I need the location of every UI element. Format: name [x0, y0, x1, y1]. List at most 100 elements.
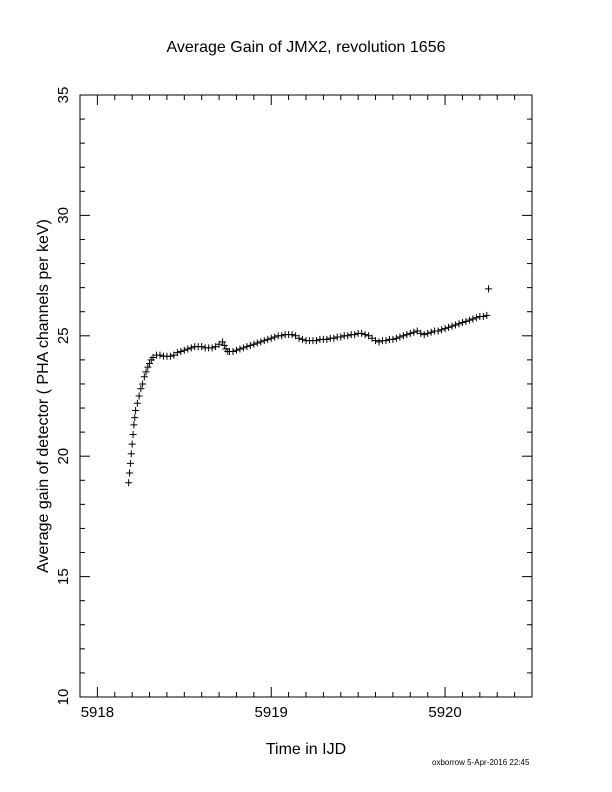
data-point	[198, 343, 206, 351]
data-point	[236, 345, 244, 353]
data-point	[253, 339, 261, 347]
data-point	[243, 343, 251, 351]
data-point	[187, 344, 195, 352]
data-point	[140, 373, 148, 381]
data-point	[173, 349, 181, 357]
data-point	[330, 334, 338, 342]
data-point	[180, 346, 188, 354]
data-point	[271, 333, 279, 341]
axes-group	[79, 94, 533, 698]
plot-frame	[79, 94, 533, 698]
data-point	[469, 315, 477, 323]
data-point	[142, 368, 150, 376]
x-axis-label: Time in IJD	[266, 741, 346, 758]
data-point	[448, 322, 456, 330]
data-point	[232, 346, 240, 354]
data-point	[130, 421, 138, 429]
data-point	[399, 332, 407, 340]
data-point	[438, 326, 446, 334]
y-tick-label: 15	[55, 568, 72, 585]
data-point	[257, 338, 265, 346]
data-point	[361, 331, 369, 339]
data-point	[295, 334, 303, 342]
data-point	[455, 320, 463, 328]
data-point	[403, 331, 411, 339]
data-point	[375, 338, 383, 346]
y-tick-label: 35	[55, 87, 72, 104]
y-tick-label: 20	[55, 448, 72, 465]
data-point	[229, 347, 237, 355]
data-point	[445, 323, 453, 331]
data-point	[177, 347, 185, 355]
data-point	[250, 340, 258, 348]
data-point	[133, 399, 141, 407]
data-point	[458, 319, 466, 327]
data-point	[396, 333, 404, 341]
data-point	[485, 285, 493, 293]
data-point	[260, 337, 268, 345]
data-point	[126, 469, 134, 477]
data-point	[144, 363, 152, 371]
data-point	[344, 332, 352, 340]
data-point	[441, 325, 449, 333]
data-point	[129, 431, 137, 439]
y-axis-label: Average gain of detector ( PHA channels …	[35, 219, 52, 573]
data-point	[125, 479, 133, 487]
data-point	[127, 450, 135, 458]
data-point	[267, 334, 275, 342]
footer-stamp: oxborrow 5-Apr-2016 22:45	[432, 758, 530, 767]
data-point	[406, 329, 414, 337]
data-point	[424, 329, 432, 337]
data-point	[246, 341, 254, 349]
data-point	[139, 380, 147, 388]
chart-title: Average Gain of JMX2, revolution 1656	[167, 39, 446, 56]
data-point	[465, 316, 473, 324]
data-point	[146, 359, 154, 367]
data-point	[372, 337, 380, 345]
data-point	[156, 351, 164, 359]
data-point	[239, 344, 247, 352]
data-point	[323, 335, 331, 343]
data-point	[278, 332, 286, 340]
data-point	[132, 406, 140, 414]
data-point	[337, 333, 345, 341]
data-point	[434, 327, 442, 335]
y-tick-label: 10	[55, 689, 72, 706]
data-point	[220, 341, 228, 349]
data-point	[417, 329, 425, 337]
data-point	[479, 313, 487, 321]
data-point	[208, 344, 216, 352]
x-tick-label: 5918	[81, 704, 114, 721]
data-point	[288, 331, 296, 339]
data-point	[135, 392, 143, 400]
tick-labels-group: 5918 5919 5920 10 15 20 25 30 35	[55, 87, 462, 721]
data-point	[126, 459, 134, 467]
data-point	[472, 314, 480, 322]
data-points-group	[125, 285, 493, 487]
data-point	[264, 335, 272, 343]
data-point	[166, 352, 174, 360]
data-point	[128, 440, 136, 448]
data-point	[483, 311, 491, 319]
data-point	[312, 337, 320, 345]
y-tick-label: 30	[55, 207, 72, 224]
data-point	[358, 329, 366, 337]
data-point	[452, 321, 460, 329]
data-point	[420, 331, 428, 339]
data-point	[137, 385, 145, 393]
data-point	[219, 338, 227, 346]
data-point	[392, 334, 400, 342]
data-point	[382, 337, 390, 345]
x-tick-label: 5920	[428, 704, 461, 721]
data-point	[427, 328, 435, 336]
x-tick-label: 5919	[255, 704, 288, 721]
y-tick-label: 25	[55, 327, 72, 344]
data-point	[351, 331, 359, 339]
data-point	[184, 345, 192, 353]
data-point	[131, 414, 139, 422]
data-point	[299, 335, 307, 343]
data-point	[462, 317, 470, 325]
data-point	[410, 328, 418, 336]
data-point	[389, 335, 397, 343]
